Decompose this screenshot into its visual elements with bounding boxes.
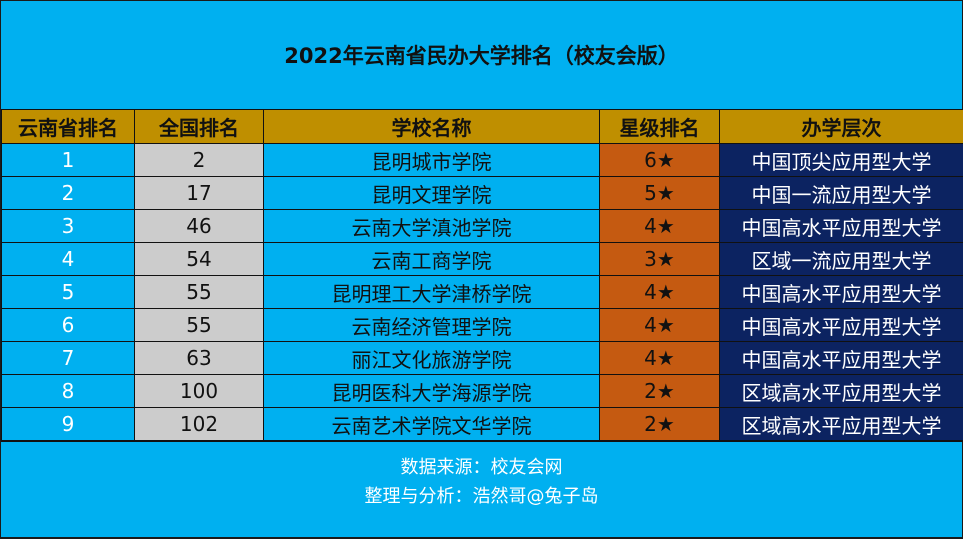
school-name-cell: 昆明医科大学海源学院 [264, 375, 600, 408]
national-rank-cell: 55 [135, 276, 264, 309]
star-rank-cell: 4★ [600, 309, 720, 342]
table-row: 3 46 云南大学滇池学院 4★ 中国高水平应用型大学 [2, 210, 963, 243]
author-credit-text: 整理与分析：浩然哥@兔子岛 [1, 482, 962, 511]
star-rank-cell: 2★ [600, 408, 720, 442]
star-rank-cell: 4★ [600, 210, 720, 243]
school-level-cell: 中国高水平应用型大学 [720, 210, 963, 243]
school-level-cell: 中国高水平应用型大学 [720, 342, 963, 375]
star-rank-cell: 3★ [600, 243, 720, 276]
table-header-row: 云南省排名 全国排名 学校名称 星级排名 办学层次 [2, 110, 963, 144]
table-row: 8 100 昆明医科大学海源学院 2★ 区域高水平应用型大学 [2, 375, 963, 408]
table-row: 5 55 昆明理工大学津桥学院 4★ 中国高水平应用型大学 [2, 276, 963, 309]
school-level-cell: 区域一流应用型大学 [720, 243, 963, 276]
province-rank-cell: 5 [2, 276, 135, 309]
data-source-text: 数据来源：校友会网 [1, 453, 962, 482]
header-province-rank: 云南省排名 [2, 110, 135, 144]
school-name-cell: 昆明理工大学津桥学院 [264, 276, 600, 309]
national-rank-cell: 100 [135, 375, 264, 408]
footer: 数据来源：校友会网 整理与分析：浩然哥@兔子岛 [1, 453, 962, 511]
school-level-cell: 区域高水平应用型大学 [720, 408, 963, 442]
page-title: 2022年云南省民办大学排名（校友会版） [1, 1, 962, 109]
province-rank-cell: 4 [2, 243, 135, 276]
school-name-cell: 云南艺术学院文华学院 [264, 408, 600, 442]
table-row: 9 102 云南艺术学院文华学院 2★ 区域高水平应用型大学 [2, 408, 963, 442]
school-name-cell: 昆明文理学院 [264, 177, 600, 210]
national-rank-cell: 55 [135, 309, 264, 342]
school-name-cell: 云南工商学院 [264, 243, 600, 276]
national-rank-cell: 102 [135, 408, 264, 442]
province-rank-cell: 9 [2, 408, 135, 442]
school-name-cell: 云南大学滇池学院 [264, 210, 600, 243]
province-rank-cell: 8 [2, 375, 135, 408]
table-row: 7 63 丽江文化旅游学院 4★ 中国高水平应用型大学 [2, 342, 963, 375]
header-national-rank: 全国排名 [135, 110, 264, 144]
national-rank-cell: 17 [135, 177, 264, 210]
header-star-rank: 星级排名 [600, 110, 720, 144]
table-row: 1 2 昆明城市学院 6★ 中国顶尖应用型大学 [2, 144, 963, 177]
star-rank-cell: 2★ [600, 375, 720, 408]
province-rank-cell: 6 [2, 309, 135, 342]
star-rank-cell: 4★ [600, 342, 720, 375]
province-rank-cell: 1 [2, 144, 135, 177]
national-rank-cell: 2 [135, 144, 264, 177]
star-rank-cell: 5★ [600, 177, 720, 210]
header-school-name: 学校名称 [264, 110, 600, 144]
province-rank-cell: 3 [2, 210, 135, 243]
ranking-table: 云南省排名 全国排名 学校名称 星级排名 办学层次 1 2 昆明城市学院 6★ … [1, 109, 963, 442]
national-rank-cell: 46 [135, 210, 264, 243]
national-rank-cell: 63 [135, 342, 264, 375]
province-rank-cell: 7 [2, 342, 135, 375]
star-rank-cell: 4★ [600, 276, 720, 309]
province-rank-cell: 2 [2, 177, 135, 210]
school-level-cell: 中国一流应用型大学 [720, 177, 963, 210]
school-level-cell: 中国顶尖应用型大学 [720, 144, 963, 177]
table-row: 4 54 云南工商学院 3★ 区域一流应用型大学 [2, 243, 963, 276]
star-rank-cell: 6★ [600, 144, 720, 177]
national-rank-cell: 54 [135, 243, 264, 276]
table-row: 6 55 云南经济管理学院 4★ 中国高水平应用型大学 [2, 309, 963, 342]
school-name-cell: 云南经济管理学院 [264, 309, 600, 342]
school-level-cell: 区域高水平应用型大学 [720, 375, 963, 408]
school-name-cell: 昆明城市学院 [264, 144, 600, 177]
header-school-level: 办学层次 [720, 110, 963, 144]
school-name-cell: 丽江文化旅游学院 [264, 342, 600, 375]
school-level-cell: 中国高水平应用型大学 [720, 309, 963, 342]
table-row: 2 17 昆明文理学院 5★ 中国一流应用型大学 [2, 177, 963, 210]
school-level-cell: 中国高水平应用型大学 [720, 276, 963, 309]
